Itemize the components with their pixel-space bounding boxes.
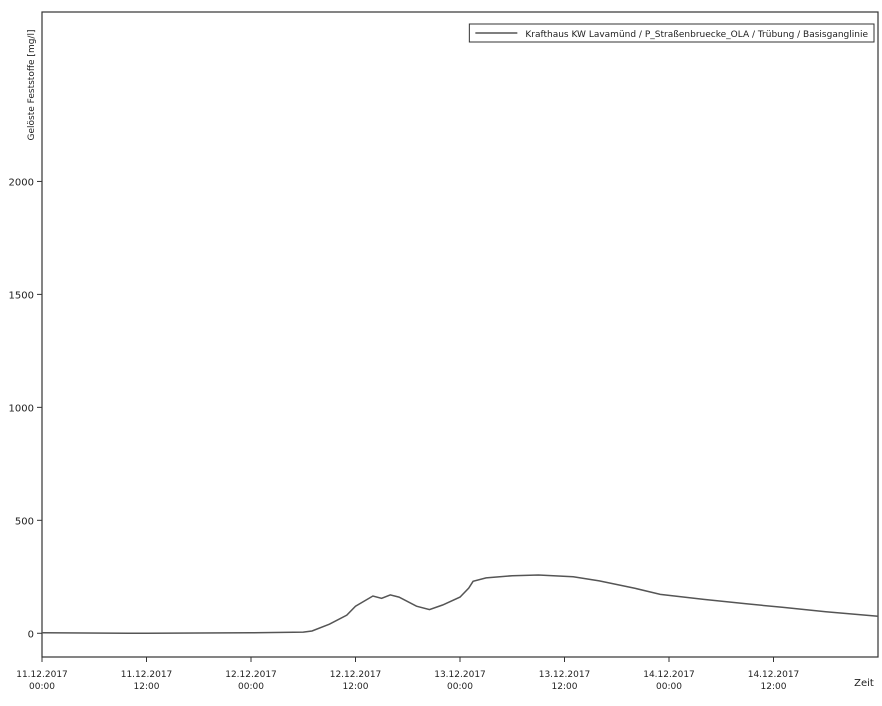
y-axis-label: Gelöste Feststoffe [mg/l]: [27, 30, 37, 141]
y-tick-label: 2000: [9, 177, 34, 188]
x-tick-label: 11.12.2017 00:00: [16, 670, 68, 692]
x-tick-label: 13.12.2017 00:00: [434, 670, 486, 692]
plot-frame: [41, 11, 879, 658]
x-tick-label: 14.12.2017 12:00: [748, 670, 800, 692]
data-line: [41, 574, 879, 635]
y-tick-label: 1500: [9, 290, 34, 301]
x-tick-label: 13.12.2017 12:00: [539, 670, 591, 692]
x-tick-label: 12.12.2017 12:00: [330, 670, 382, 692]
x-tick-label: 12.12.2017 00:00: [225, 670, 277, 692]
x-axis-label: Zeit: [854, 678, 874, 689]
legend-label: Krafthaus KW Lavamünd / P_Straßenbruecke…: [525, 30, 868, 40]
x-tick-label: 14.12.2017 00:00: [643, 670, 695, 692]
y-tick-label: 0: [28, 629, 34, 640]
legend-box: [468, 23, 875, 43]
y-tick-label: 1000: [9, 403, 34, 414]
x-tick-label: 11.12.2017 12:00: [121, 670, 173, 692]
y-tick-label: 500: [15, 516, 34, 527]
